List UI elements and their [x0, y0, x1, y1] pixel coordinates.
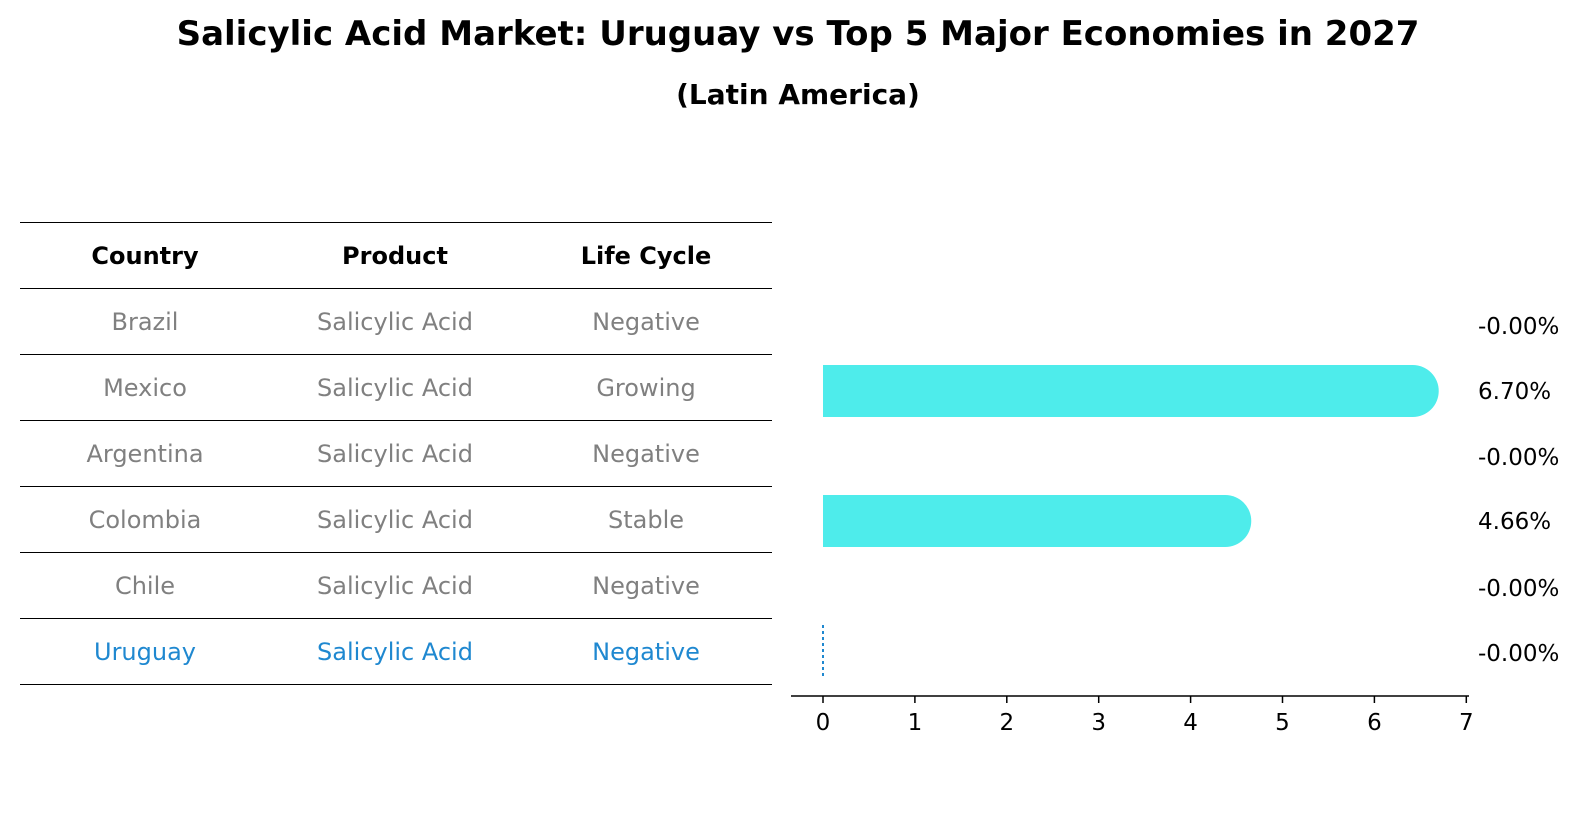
bar-colombia	[823, 495, 1252, 547]
data-label: -0.00%	[1478, 445, 1559, 471]
cell-country: Brazil	[20, 288, 270, 355]
table-row: Argentina Salicylic Acid Negative	[20, 420, 772, 487]
bar-mexico	[823, 365, 1439, 417]
cell-product: Salicylic Acid	[270, 552, 520, 619]
cell-product: Salicylic Acid	[270, 354, 520, 421]
x-tick-label: 6	[1367, 710, 1382, 736]
x-tick-label: 0	[816, 710, 831, 736]
table-row: Colombia Salicylic Acid Stable	[20, 486, 772, 553]
header-life-cycle: Life Cycle	[520, 222, 772, 289]
header-country: Country	[20, 222, 270, 289]
x-tick-label: 1	[908, 710, 923, 736]
chart-subtitle: (Latin America)	[676, 78, 920, 111]
data-label: -0.00%	[1478, 314, 1559, 340]
cell-life-cycle: Negative	[520, 618, 772, 685]
cell-product: Salicylic Acid	[270, 420, 520, 487]
table-row: Brazil Salicylic Acid Negative	[20, 288, 772, 355]
data-label: 6.70%	[1478, 379, 1551, 405]
cell-life-cycle: Negative	[520, 288, 772, 355]
chart-title: Salicylic Acid Market: Uruguay vs Top 5 …	[176, 14, 1420, 54]
x-tick-label: 5	[1275, 710, 1290, 736]
data-label: -0.00%	[1478, 641, 1559, 667]
cell-product: Salicylic Acid	[270, 486, 520, 553]
cell-life-cycle: Negative	[520, 420, 772, 487]
cell-life-cycle: Negative	[520, 552, 772, 619]
cell-country: Mexico	[20, 354, 270, 421]
cell-country: Uruguay	[20, 618, 270, 685]
cell-life-cycle: Stable	[520, 486, 772, 553]
x-tick-label: 2	[999, 710, 1014, 736]
table-header-row: Country Product Life Cycle	[20, 222, 772, 289]
table-row-highlight: Uruguay Salicylic Acid Negative	[20, 618, 772, 685]
cell-country: Colombia	[20, 486, 270, 553]
cell-product: Salicylic Acid	[270, 288, 520, 355]
x-tick-label: 3	[1091, 710, 1106, 736]
header-product: Product	[270, 222, 520, 289]
table-row: Mexico Salicylic Acid Growing	[20, 354, 772, 421]
table-row: Chile Salicylic Acid Negative	[20, 552, 772, 619]
data-label: 4.66%	[1478, 509, 1551, 535]
cell-country: Argentina	[20, 420, 270, 487]
cell-product: Salicylic Acid	[270, 618, 520, 685]
data-label: -0.00%	[1478, 576, 1559, 602]
x-tick-label: 4	[1183, 710, 1198, 736]
x-tick-label: 7	[1459, 710, 1474, 736]
market-table: Country Product Life Cycle Brazil Salicy…	[20, 222, 772, 685]
cell-country: Chile	[20, 552, 270, 619]
